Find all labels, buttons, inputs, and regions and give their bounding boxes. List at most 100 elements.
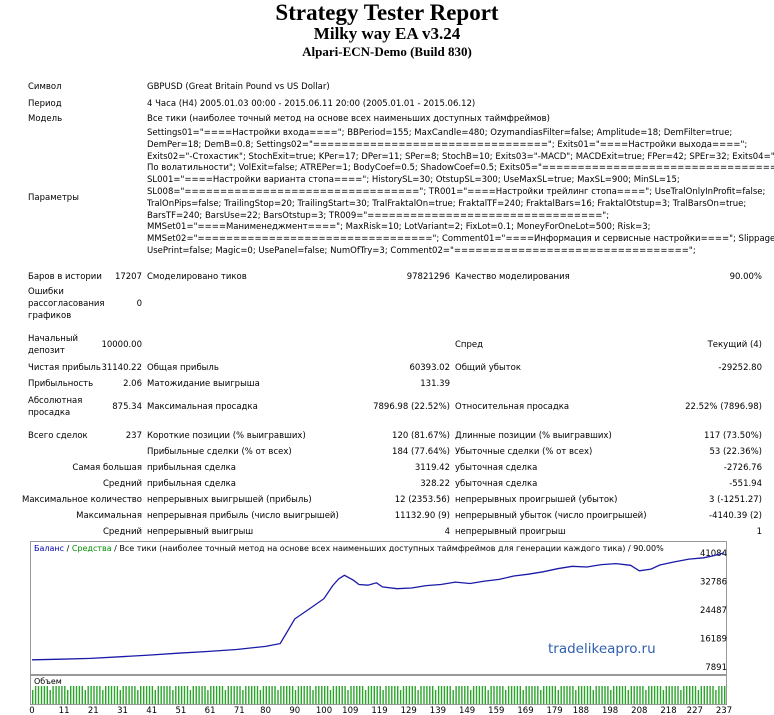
volume-bar <box>78 686 81 704</box>
x-tick-label: 11 <box>59 706 70 715</box>
volume-bar <box>271 686 273 704</box>
x-tick-label: 119 <box>371 706 387 715</box>
volume-chart-svg <box>32 686 726 704</box>
volume-bar <box>364 690 367 704</box>
volume-bar <box>572 686 574 704</box>
volume-bar <box>560 686 562 704</box>
volume-bar <box>534 686 536 704</box>
volume-bar <box>274 686 276 704</box>
balance-series-line <box>31 552 725 661</box>
avg-loss-value: -551.94 <box>729 479 762 489</box>
volume-bar <box>513 686 516 704</box>
volume-bar <box>312 690 314 704</box>
volume-bar <box>385 686 387 704</box>
x-tick-label: 208 <box>631 706 647 715</box>
y-tick-label: 41084 <box>700 549 727 559</box>
volume-bar <box>137 690 139 704</box>
volume-bar <box>335 686 338 704</box>
volume-bar <box>361 686 364 704</box>
volume-bar <box>58 686 60 704</box>
volume-bar <box>201 686 203 704</box>
volume-bar <box>64 686 66 704</box>
volume-bar <box>140 686 142 704</box>
volume-bar <box>286 686 288 704</box>
volume-bar <box>46 686 48 704</box>
avg-profit-value: 328.22 <box>420 479 450 489</box>
volume-bar <box>134 686 136 704</box>
volume-bar <box>382 690 384 704</box>
bars-value: 17207 <box>114 272 142 282</box>
volume-bar <box>119 690 121 704</box>
volume-bar <box>303 686 305 704</box>
errors-value: 0 <box>136 299 142 309</box>
max-drawdown-value: 7896.98 (22.52%) <box>373 402 450 412</box>
volume-bar <box>397 686 399 704</box>
volume-bar <box>651 686 653 704</box>
volume-bar <box>408 686 411 704</box>
volume-bar <box>338 686 340 704</box>
x-tick-label: 237 <box>716 706 732 715</box>
volume-bar <box>718 686 720 704</box>
volume-bar <box>148 686 151 704</box>
params-line: DemPer=18; DemB=0.8; Settings02="=======… <box>147 139 748 150</box>
volume-bar <box>186 686 189 704</box>
volume-bar <box>478 686 481 704</box>
max-consec-profit-value: 11132.90 (9) <box>394 511 450 521</box>
volume-bar <box>143 686 145 704</box>
volume-bar <box>175 686 177 704</box>
avg-loss-label: убыточная сделка <box>455 479 538 489</box>
volume-bar <box>359 686 361 704</box>
spread-value: Текущий (4) <box>707 340 762 350</box>
volume-bar <box>93 686 95 704</box>
volume-bar <box>145 686 148 704</box>
volume-bar <box>72 686 75 704</box>
symbol-label: Символ <box>28 82 62 92</box>
errors-label-1: Ошибки <box>28 287 64 297</box>
volume-bar <box>499 686 501 704</box>
max-count-label: Максимальное количество <box>21 495 142 505</box>
volume-bar <box>595 686 597 704</box>
volume-bar <box>598 686 600 704</box>
volume-bar <box>125 686 127 704</box>
ticks-label: Смоделировано тиков <box>147 272 247 282</box>
volume-bar <box>627 690 629 704</box>
volume-bar <box>467 686 469 704</box>
volume-bar <box>724 686 726 704</box>
volume-bar <box>426 686 428 704</box>
x-tick-label: 51 <box>175 706 186 715</box>
volume-bar <box>122 686 124 704</box>
params-line: TralOnPips=false; TrailingStop=20; Trail… <box>147 198 747 209</box>
model-value: Все тики (наиболее точный метод на основ… <box>147 114 550 124</box>
y-tick-label: 7891 <box>705 663 727 673</box>
volume-bar <box>373 686 375 704</box>
volume-bar <box>461 686 463 704</box>
legend-quality: 90.00% <box>633 544 664 553</box>
avg-consec-wins-label: непрерывный выигрыш <box>147 527 254 537</box>
volume-bar <box>288 686 291 704</box>
expected-payoff-value: 131.39 <box>420 379 450 389</box>
volume-bar <box>399 690 402 704</box>
volume-bar <box>367 686 370 704</box>
volume-bar <box>394 686 396 704</box>
volume-bar <box>256 686 259 704</box>
volume-bar <box>531 686 533 704</box>
volume-bar <box>569 686 571 704</box>
volume-bar <box>128 686 130 704</box>
volume-bar <box>662 690 665 704</box>
volume-bar <box>639 686 641 704</box>
long-positions-label: Длинные позиции (% выигравших) <box>455 431 612 441</box>
volume-bar <box>659 686 662 704</box>
volume-bar <box>709 686 711 704</box>
volume-bar <box>169 686 171 704</box>
short-positions-label: Короткие позиции (% выигравших) <box>147 431 306 441</box>
ticks-value: 97821296 <box>406 272 450 282</box>
params-line: MMSet02="===============================… <box>147 234 774 245</box>
volume-bar <box>604 686 606 704</box>
volume-bar <box>680 690 682 704</box>
volume-bar <box>691 686 694 704</box>
volume-bar <box>694 686 697 704</box>
volume-bar <box>189 690 192 704</box>
volume-bar <box>43 686 46 704</box>
x-tick-label: 179 <box>546 706 562 715</box>
volume-bar <box>528 686 530 704</box>
